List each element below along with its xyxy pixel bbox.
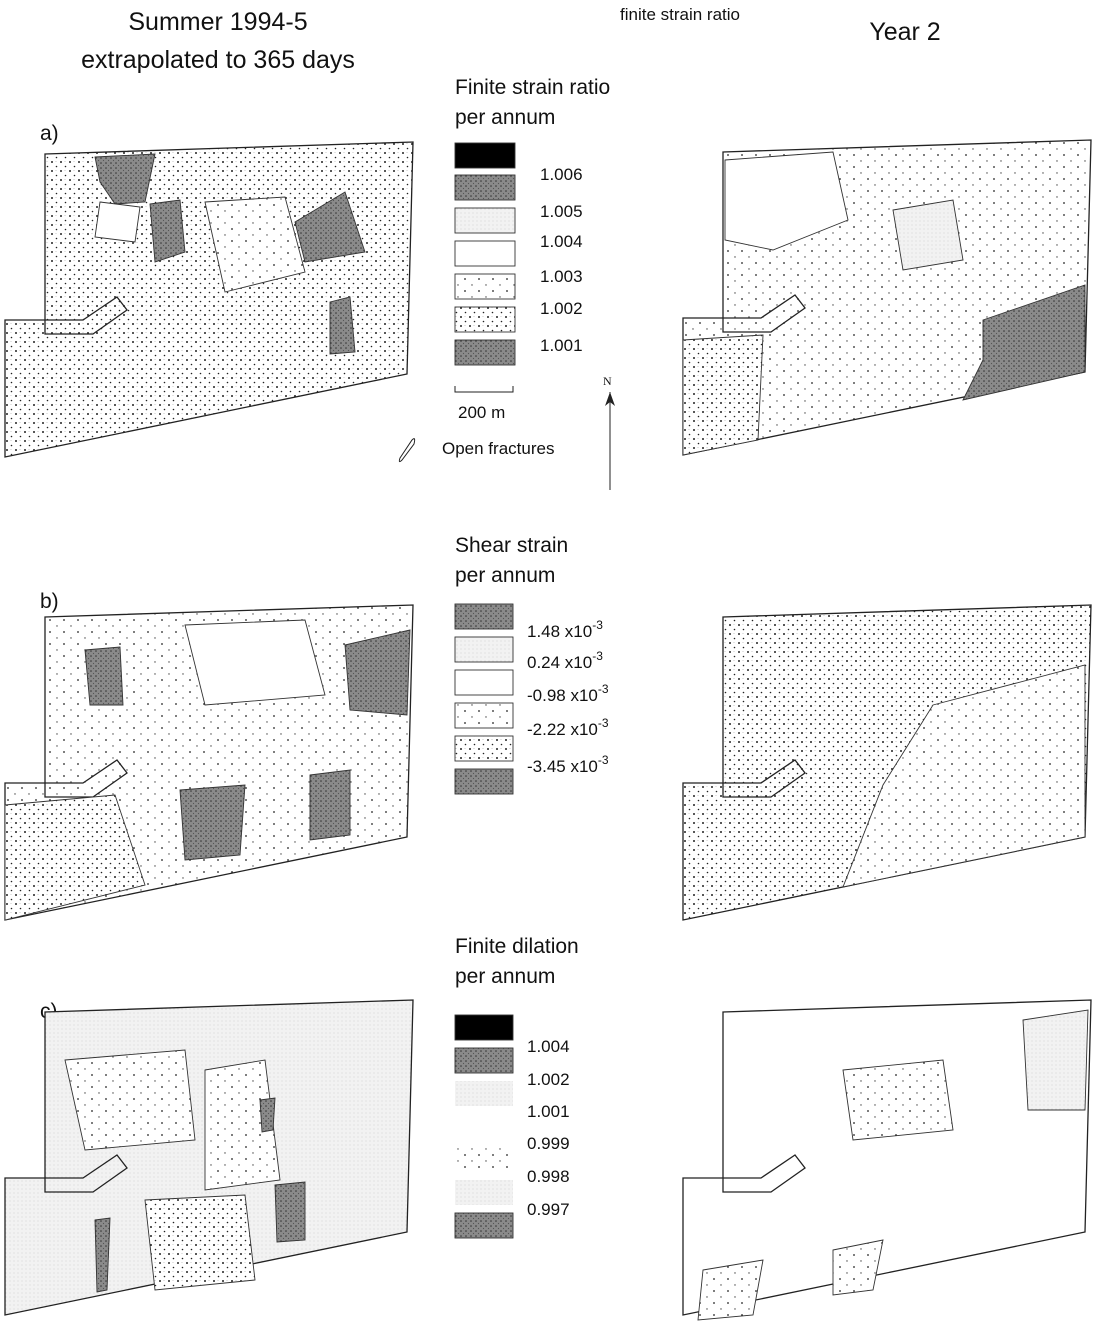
legend-exponent: -3 <box>592 618 603 632</box>
panel-label: a) <box>40 122 59 145</box>
right-title: Year 2 <box>869 18 940 46</box>
legend-title: per annum <box>455 564 555 587</box>
legend-value: 1.48 x10-3 <box>527 618 603 641</box>
legend-title: Finite dilation <box>455 935 579 958</box>
legend-value: 0.999 <box>527 1134 570 1153</box>
legend-value: 1.006 <box>540 165 583 184</box>
legend-value: 1.002 <box>527 1070 570 1089</box>
left-title: Summer 1994-5 <box>128 8 307 36</box>
legend-c: Finite dilation per annum 1.004 1.002 1.… <box>455 935 579 1238</box>
legend-value: 1.001 <box>527 1102 570 1121</box>
legend-value: 1.003 <box>540 267 583 286</box>
legend-exponent: -3 <box>598 753 609 767</box>
legend-mantissa: 0.24 x10 <box>527 653 592 672</box>
legend-b: Shear strain per annum 1.48 x10-3 0.24 x… <box>455 534 609 794</box>
legend-title: Finite strain ratio <box>455 76 610 99</box>
legend-mantissa: -3.45 x10 <box>527 757 598 776</box>
map-a-left <box>5 142 413 457</box>
legend-title: per annum <box>455 106 555 129</box>
legend-exponent: -3 <box>592 649 603 663</box>
map-c-right <box>683 1000 1091 1320</box>
legend-exponent: -3 <box>598 716 609 730</box>
legend-a: Finite strain ratio per annum 1.006 1.00… <box>399 76 615 490</box>
legend-title: Shear strain <box>455 534 568 557</box>
legend-mantissa: -2.22 x10 <box>527 720 598 739</box>
legend-value: 1.001 <box>540 336 583 355</box>
fracture-label: Open fractures <box>442 439 554 458</box>
legend-title: per annum <box>455 965 555 988</box>
legend-mantissa: -0.98 x10 <box>527 686 598 705</box>
legend-value: 1.005 <box>540 202 583 221</box>
legend-value: -2.22 x10-3 <box>527 716 609 739</box>
figure: Summer 1994-5 extrapolated to 365 days f… <box>0 0 1097 1331</box>
map-a-right <box>683 140 1091 455</box>
center-title: finite strain ratio <box>620 5 740 24</box>
scale-bar: 200 m <box>458 403 505 422</box>
left-title: extrapolated to 365 days <box>81 46 355 74</box>
legend-value: 0.998 <box>527 1167 570 1186</box>
legend-value: -3.45 x10-3 <box>527 753 609 776</box>
legend-exponent: -3 <box>598 682 609 696</box>
panel-label: b) <box>40 590 59 613</box>
legend-value: 0.24 x10-3 <box>527 649 603 672</box>
north-label: N <box>603 374 612 388</box>
map-c-left <box>5 1000 413 1315</box>
legend-value: -0.98 x10-3 <box>527 682 609 705</box>
legend-value: 1.002 <box>540 299 583 318</box>
legend-value: 1.004 <box>527 1037 570 1056</box>
map-b-right <box>683 605 1091 920</box>
legend-value: 0.997 <box>527 1200 570 1219</box>
legend-value: 1.004 <box>540 232 583 251</box>
map-b-left <box>5 605 413 920</box>
legend-mantissa: 1.48 x10 <box>527 622 592 641</box>
